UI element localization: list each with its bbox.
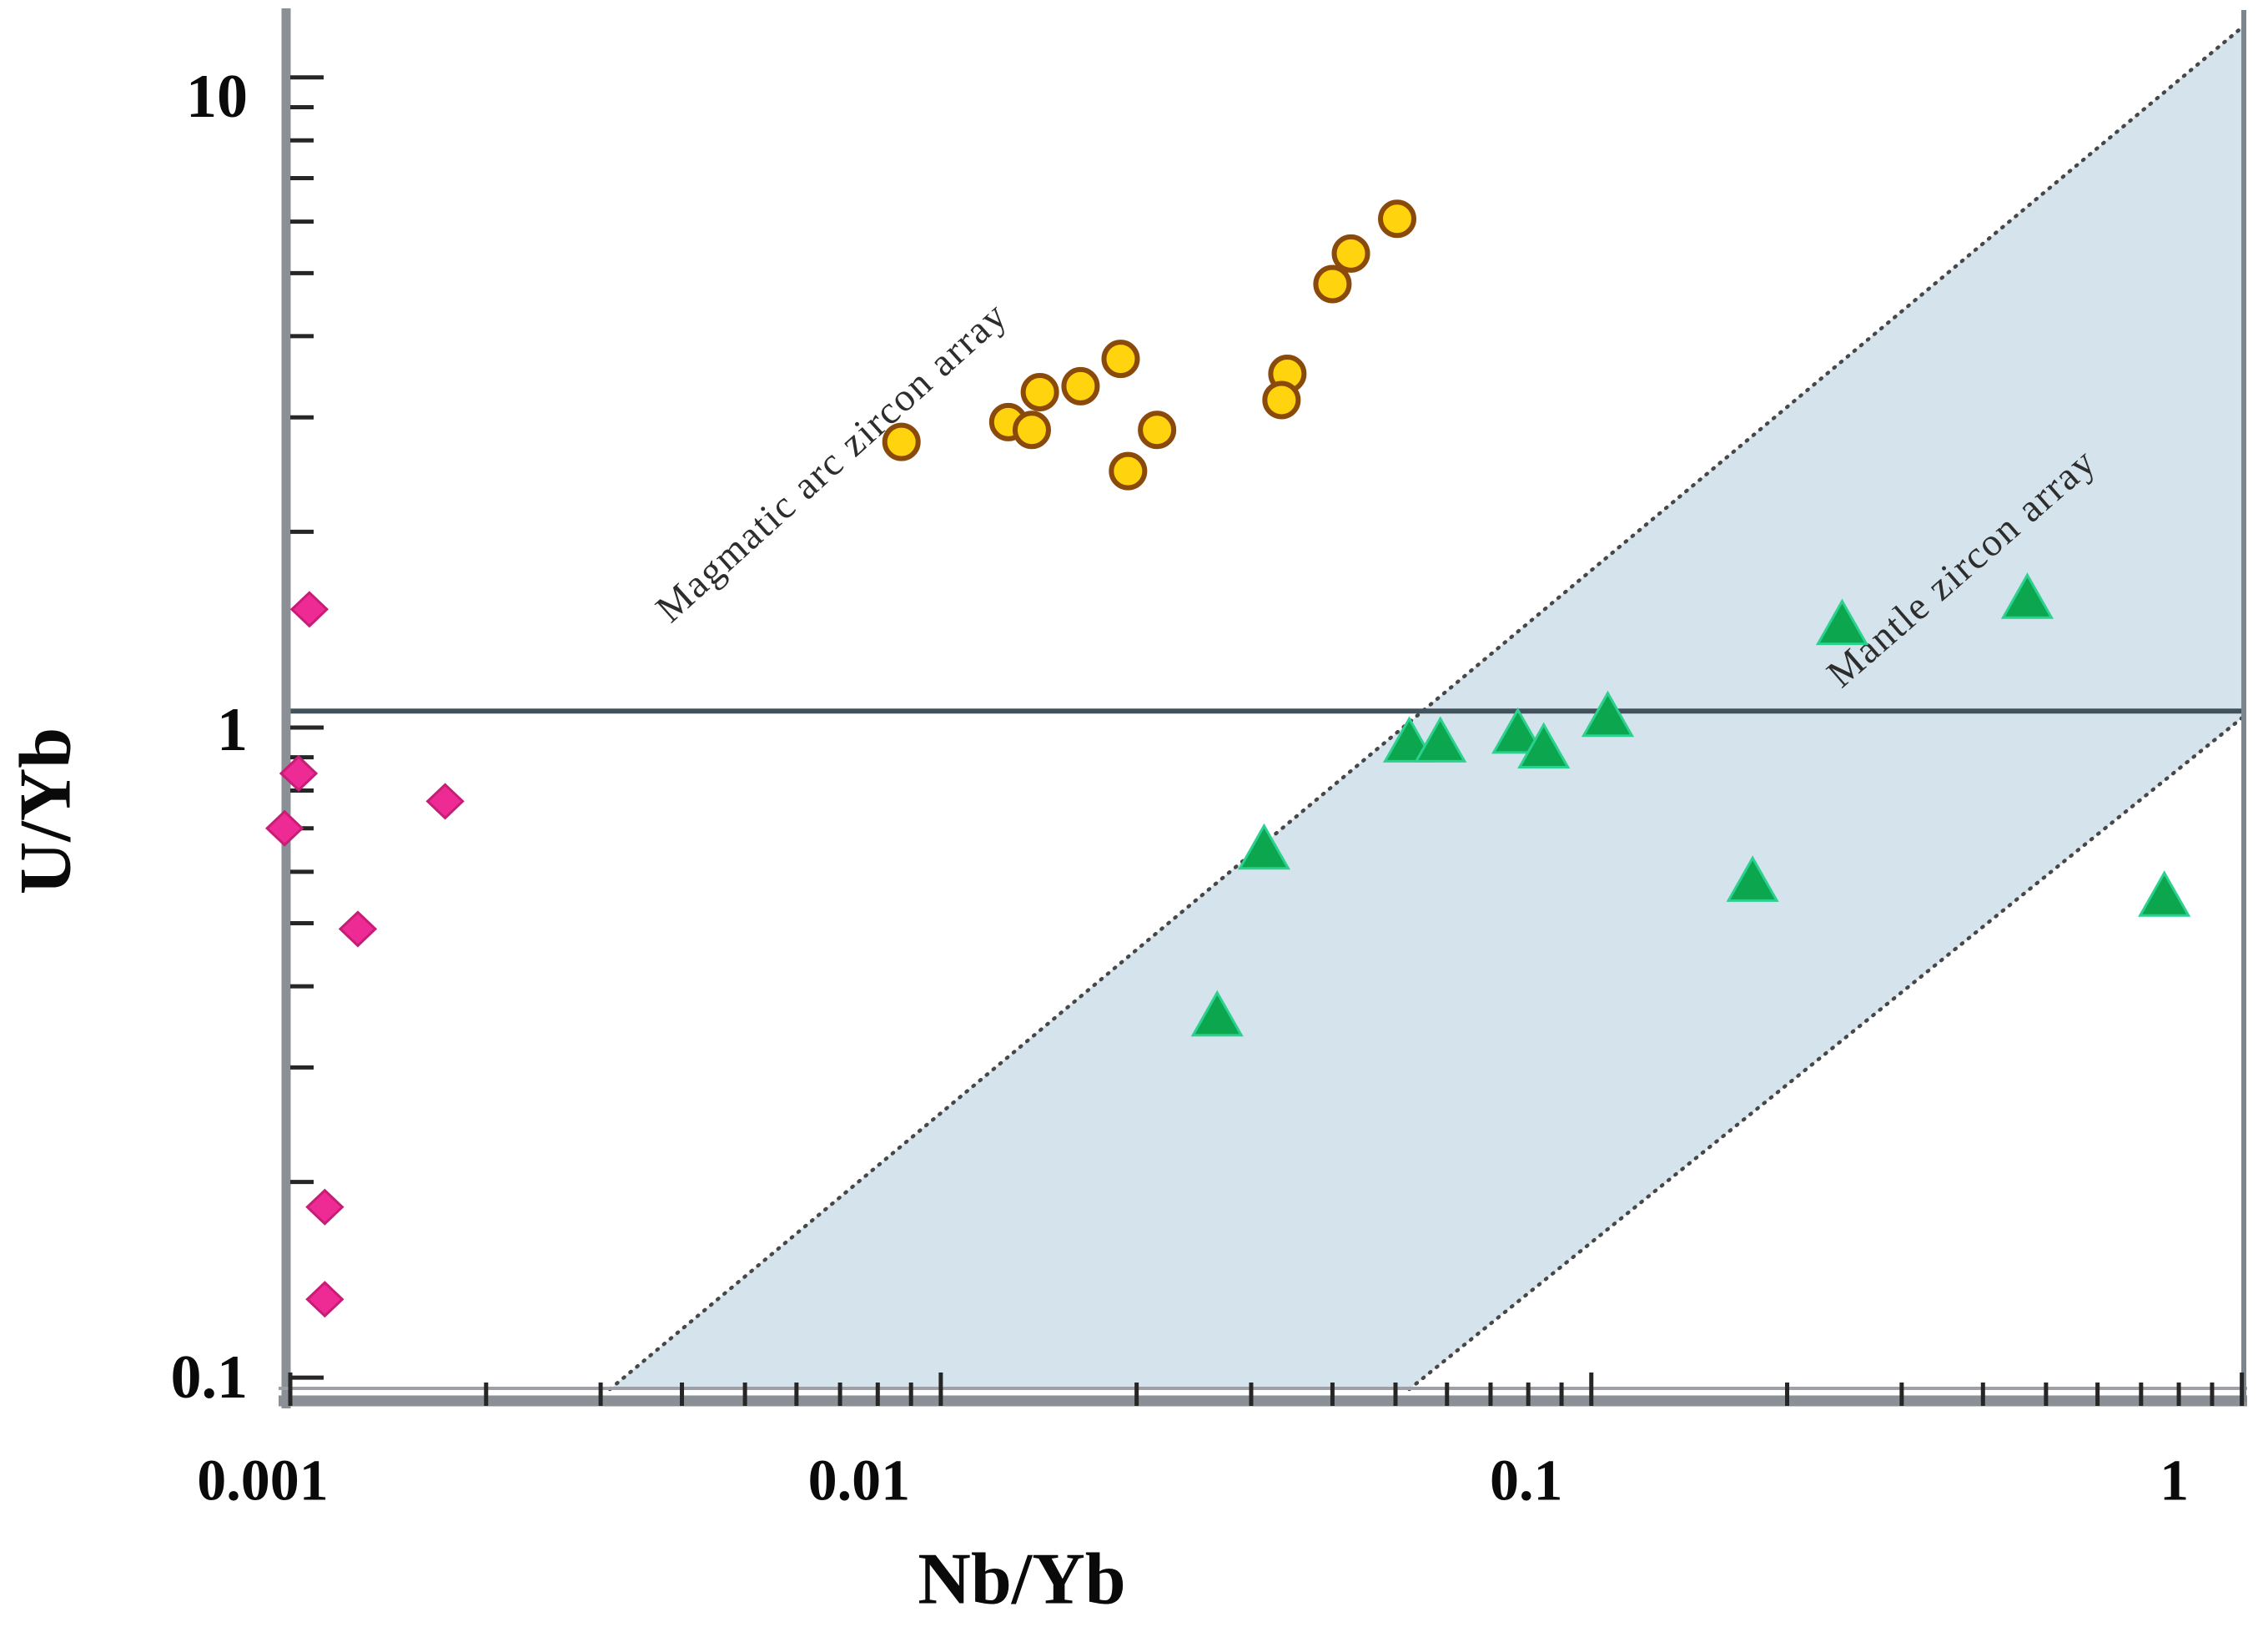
y-tick-label: 0.1 — [171, 1343, 249, 1412]
yellow-circle-zircons-point — [1020, 373, 1059, 412]
green-triangle-zircons-point — [1491, 707, 1545, 754]
green-triangle-zircons-point — [1581, 690, 1635, 738]
green-triangle-zircons-point — [1517, 722, 1571, 769]
pink-diamond-zircons-point — [305, 1188, 344, 1226]
green-triangle-zircons-point — [1726, 855, 1779, 902]
x-tick-label: 1 — [2160, 1449, 2189, 1514]
pink-diamond-zircons-point — [279, 754, 319, 793]
green-triangle-zircons-point — [2000, 572, 2054, 619]
pink-diamond-zircons-point — [289, 591, 329, 628]
yellow-circle-zircons-point — [1331, 234, 1370, 273]
pink-diamond-zircons-point — [338, 910, 378, 948]
y-tick-label: 10 — [186, 63, 248, 131]
pink-diamond-zircons-point — [425, 783, 465, 820]
yellow-circle-zircons-point — [1101, 340, 1140, 379]
x-tick-label: 0.01 — [808, 1449, 911, 1514]
annotation-magmatic-arc-array: Magmatic arc zircon array — [648, 294, 1016, 632]
y-axis-title: U/Yb — [5, 727, 87, 895]
yellow-circle-zircons-point — [1378, 199, 1417, 239]
green-triangle-zircons-point — [1414, 716, 1467, 763]
yellow-circle-zircons-point — [1313, 264, 1352, 304]
yellow-circle-zircons-point — [1061, 366, 1100, 405]
yellow-circle-zircons-point — [882, 422, 921, 461]
green-triangle-zircons-point — [1815, 598, 1869, 646]
yellow-circle-zircons-point — [1012, 411, 1051, 450]
band-lower-edge — [1407, 714, 2246, 1392]
pink-diamond-zircons-point — [264, 809, 304, 847]
pink-diamond-zircons-point — [305, 1281, 344, 1318]
green-triangle-zircons-point — [2138, 870, 2191, 917]
x-axis-title: Nb/Yb — [918, 1539, 1126, 1620]
y-tick-label: 1 — [217, 696, 248, 764]
yellow-circle-zircons-point — [1138, 411, 1177, 450]
yellow-circle-zircons-point — [1109, 451, 1148, 491]
yellow-circle-zircons-point — [1262, 380, 1301, 420]
green-triangle-zircons-point — [1190, 990, 1244, 1037]
green-triangle-zircons-point — [1237, 823, 1290, 870]
x-tick-label: 0.1 — [1490, 1449, 1563, 1514]
x-tick-label: 0.001 — [197, 1449, 329, 1514]
